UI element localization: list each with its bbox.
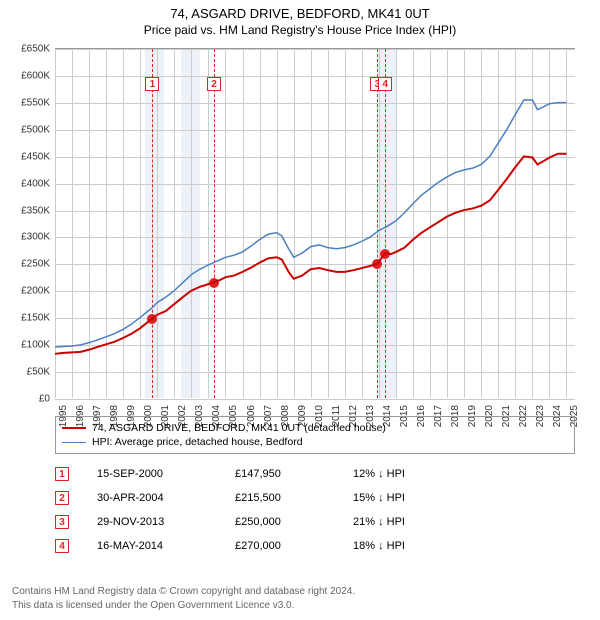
legend-swatch [62,442,86,443]
sales-table: 1 15-SEP-2000 £147,950 12% ↓ HPI 2 30-APR-200… [55,462,575,558]
y-axis-label: £50K [27,367,50,378]
y-axis-label: £600K [21,70,50,81]
y-axis-label: £150K [21,313,50,324]
sale-row: 2 30-APR-2004 £215,500 15% ↓ HPI [55,486,575,510]
y-axis-label: £500K [21,124,50,135]
sale-hpi-diff: 21% ↓ HPI [353,516,463,528]
sale-price: £270,000 [235,540,325,552]
sale-hpi-diff: 12% ↓ HPI [353,468,463,480]
sale-price: £147,950 [235,468,325,480]
legend-swatch [62,427,86,429]
gridline-h [55,399,575,400]
footer-line-1: Contains HM Land Registry data © Crown c… [12,585,355,599]
y-axis-label: £550K [21,97,50,108]
line-series-svg [55,49,575,398]
sale-row: 1 15-SEP-2000 £147,950 12% ↓ HPI [55,462,575,486]
sale-row: 4 16-MAY-2014 £270,000 18% ↓ HPI [55,534,575,558]
sale-index-box: 1 [55,467,69,481]
y-axis-label: £100K [21,340,50,351]
y-axis-label: £0 [39,394,50,405]
footer-line-2: This data is licensed under the Open Gov… [12,599,355,613]
sale-price: £215,500 [235,492,325,504]
legend-item: 74, ASGARD DRIVE, BEDFORD, MK41 0UT (det… [62,421,568,435]
legend-label: HPI: Average price, detached house, Bedf… [92,436,303,448]
legend-label: 74, ASGARD DRIVE, BEDFORD, MK41 0UT (det… [92,422,386,434]
legend: 74, ASGARD DRIVE, BEDFORD, MK41 0UT (det… [55,416,575,454]
sale-index-box: 2 [55,491,69,505]
sale-row: 3 29-NOV-2013 £250,000 21% ↓ HPI [55,510,575,534]
sale-date: 29-NOV-2013 [97,516,207,528]
sale-date: 16-MAY-2014 [97,540,207,552]
y-axis-label: £200K [21,286,50,297]
sale-price: £250,000 [235,516,325,528]
plot-area: £0£50K£100K£150K£200K£250K£300K£350K£400… [55,48,575,398]
chart-title: 74, ASGARD DRIVE, BEDFORD, MK41 0UT [0,0,600,21]
y-axis-label: £400K [21,178,50,189]
chart-container: 74, ASGARD DRIVE, BEDFORD, MK41 0UT Pric… [0,0,600,620]
y-axis-label: £650K [21,44,50,55]
footer-attribution: Contains HM Land Registry data © Crown c… [12,585,355,612]
sale-date: 15-SEP-2000 [97,468,207,480]
sale-index-box: 4 [55,539,69,553]
y-axis-label: £300K [21,232,50,243]
series-line [55,100,567,347]
sale-date: 30-APR-2004 [97,492,207,504]
legend-item: HPI: Average price, detached house, Bedf… [62,435,568,449]
chart-subtitle: Price paid vs. HM Land Registry's House … [0,21,600,37]
y-axis-label: £250K [21,259,50,270]
y-axis-label: £450K [21,151,50,162]
sale-hpi-diff: 18% ↓ HPI [353,540,463,552]
sale-index-box: 3 [55,515,69,529]
sale-hpi-diff: 15% ↓ HPI [353,492,463,504]
y-axis-label: £350K [21,205,50,216]
